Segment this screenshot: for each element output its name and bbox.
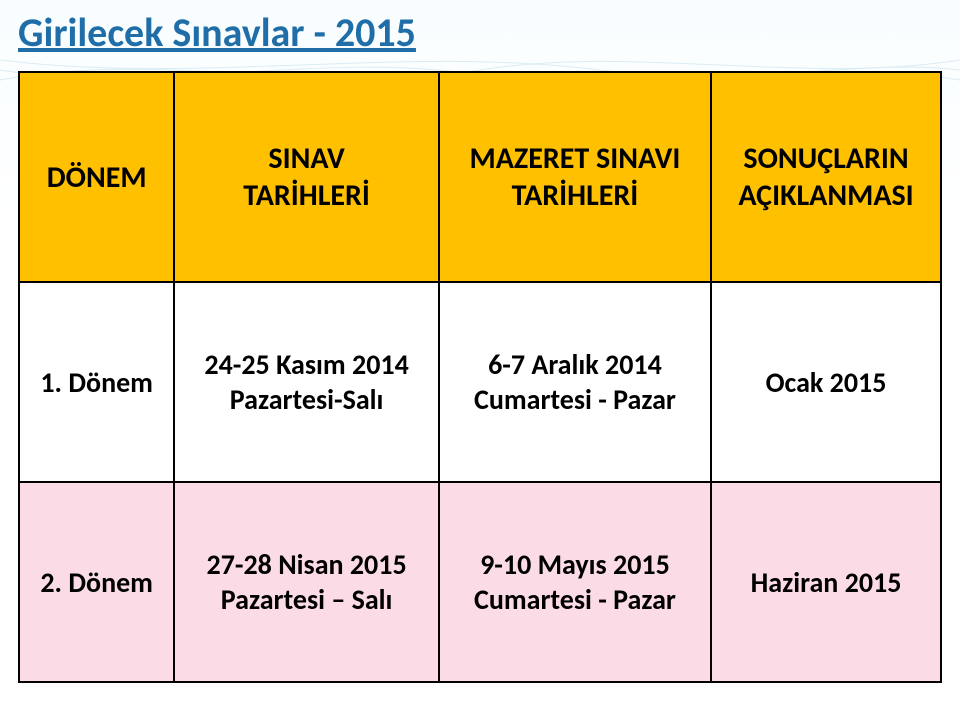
page-title: Girilecek Sınavlar - 2015 [18, 8, 942, 57]
cell-sinav-l2: Pazartesi – Salı [183, 582, 430, 617]
cell-sonuc: Ocak 2015 [711, 282, 941, 482]
cell-mazeret-l1: 6-7 Aralık 2014 [448, 347, 702, 382]
cell-sinav-l2: Pazartesi-Salı [183, 382, 430, 417]
col-mazeret-l1: MAZERET SINAVI [448, 140, 702, 177]
col-sonuc-l1: SONUÇLARIN [720, 140, 932, 177]
cell-mazeret: 6-7 Aralık 2014 Cumartesi - Pazar [439, 282, 711, 482]
col-sinav-l2: TARİHLERİ [183, 177, 430, 214]
cell-donem: 1. Dönem [19, 282, 174, 482]
cell-donem: 2. Dönem [19, 482, 174, 682]
cell-sinav-l1: 27-28 Nisan 2015 [183, 547, 430, 582]
table-row: 2. Dönem 27-28 Nisan 2015 Pazartesi – Sa… [19, 482, 941, 682]
cell-mazeret: 9-10 Mayıs 2015 Cumartesi - Pazar [439, 482, 711, 682]
cell-sinav: 24-25 Kasım 2014 Pazartesi-Salı [174, 282, 439, 482]
col-sinav: SINAV TARİHLERİ [174, 72, 439, 282]
table-header: DÖNEM SINAV TARİHLERİ MAZERET SINAVI TAR… [19, 72, 941, 282]
col-donem-l1: DÖNEM [28, 159, 165, 196]
cell-sinav: 27-28 Nisan 2015 Pazartesi – Salı [174, 482, 439, 682]
col-sonuc: SONUÇLARIN AÇIKLANMASI [711, 72, 941, 282]
col-donem: DÖNEM [19, 72, 174, 282]
col-sinav-l1: SINAV [183, 140, 430, 177]
table-row: 1. Dönem 24-25 Kasım 2014 Pazartesi-Salı… [19, 282, 941, 482]
cell-sinav-l1: 24-25 Kasım 2014 [183, 347, 430, 382]
col-sonuc-l2: AÇIKLANMASI [720, 177, 932, 214]
cell-mazeret-l2: Cumartesi - Pazar [448, 582, 702, 617]
col-mazeret-l2: TARİHLERİ [448, 177, 702, 214]
col-mazeret: MAZERET SINAVI TARİHLERİ [439, 72, 711, 282]
cell-sonuc: Haziran 2015 [711, 482, 941, 682]
exam-table: DÖNEM SINAV TARİHLERİ MAZERET SINAVI TAR… [18, 71, 942, 683]
cell-mazeret-l2: Cumartesi - Pazar [448, 382, 702, 417]
slide: Girilecek Sınavlar - 2015 DÖNEM SINAV TA… [0, 0, 960, 720]
cell-mazeret-l1: 9-10 Mayıs 2015 [448, 547, 702, 582]
